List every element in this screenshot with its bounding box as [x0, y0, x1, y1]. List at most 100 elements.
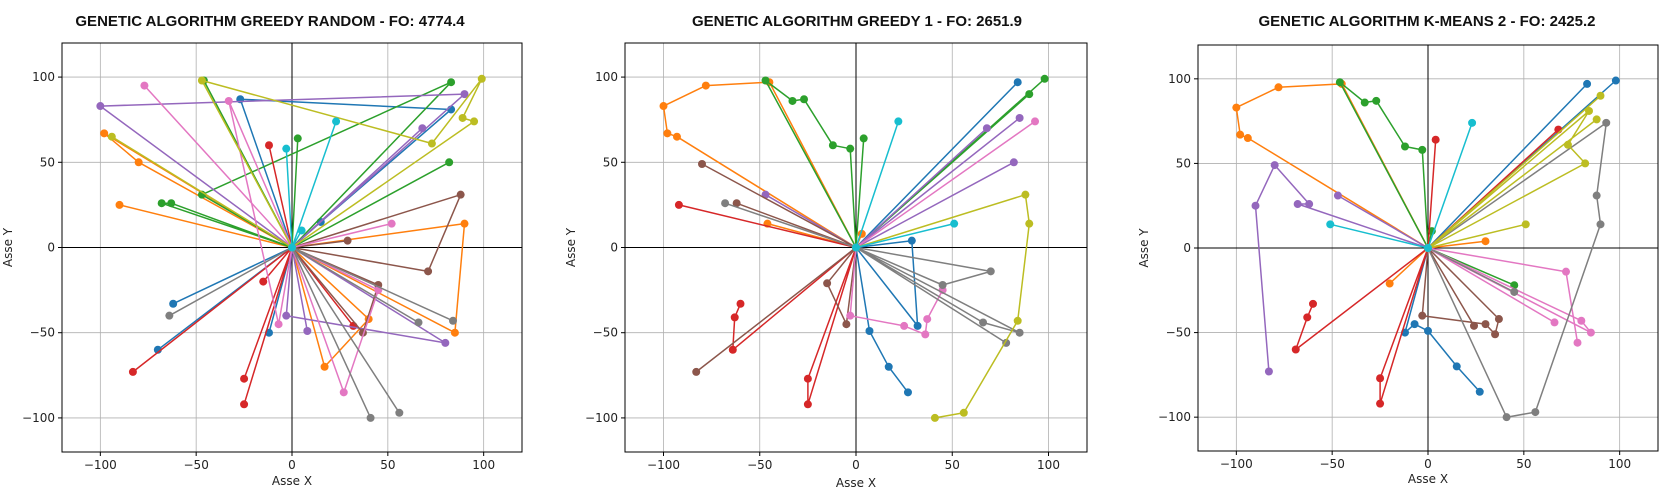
data-point	[1305, 200, 1314, 209]
x-tick-label: 0	[852, 458, 860, 472]
data-point	[672, 132, 681, 141]
y-tick-label: 0	[47, 241, 55, 255]
data-point	[456, 190, 465, 199]
x-tick-label: 50	[1516, 457, 1531, 471]
data-point	[1502, 413, 1511, 422]
data-point	[297, 226, 306, 235]
data-point	[1510, 287, 1519, 296]
data-point	[274, 320, 283, 329]
series-line	[855, 120, 955, 249]
data-point	[692, 367, 701, 376]
series-8	[165, 243, 457, 422]
data-point	[1491, 330, 1500, 339]
chart-panel-1: −100 −50 0 50 100 −100 −50 0 50 100 GENETIC ALGORI…	[1, 13, 523, 488]
data-point	[1531, 408, 1540, 417]
data-point	[167, 199, 176, 208]
data-point	[445, 158, 454, 167]
series-line	[1427, 247, 1592, 343]
data-point	[923, 315, 932, 324]
data-point	[1015, 113, 1024, 122]
data-point	[1401, 142, 1409, 151]
data-point	[1494, 315, 1503, 324]
data-point	[1385, 279, 1394, 288]
series-9	[107, 74, 486, 252]
data-point	[846, 311, 855, 320]
y-axis-label: Asse Y	[1137, 228, 1151, 268]
data-point	[1592, 191, 1601, 200]
data-point	[1563, 140, 1572, 149]
x-tick-label: 100	[1608, 457, 1631, 471]
series-line	[764, 78, 1046, 249]
data-point	[427, 139, 436, 148]
series-4	[1291, 125, 1563, 408]
y-tick-label: 100	[1168, 72, 1191, 86]
data-point	[1236, 130, 1245, 139]
series-7	[1424, 244, 1595, 347]
data-point	[921, 330, 930, 339]
series-line	[1427, 95, 1602, 249]
chart-panel-3: −100 −50 0 50 100 −100 −50 0 50 100 GENETIC ALGORI…	[1137, 13, 1659, 486]
x-tick-label: 100	[1037, 458, 1060, 472]
y-tick-label: −100	[22, 411, 55, 425]
series-line	[695, 163, 857, 373]
data-point	[900, 321, 909, 330]
data-point	[950, 219, 959, 228]
data-point	[1031, 117, 1040, 126]
data-point	[96, 102, 105, 111]
data-point	[803, 374, 812, 383]
data-point	[1333, 191, 1342, 200]
series-line	[1235, 83, 1487, 285]
data-point	[1372, 96, 1381, 105]
series-line	[678, 204, 857, 406]
y-tick-label: 50	[603, 155, 618, 169]
series-1	[1401, 76, 1620, 396]
series-line	[103, 132, 466, 368]
data-point	[1303, 313, 1312, 322]
data-point	[282, 311, 291, 320]
data-point	[1596, 91, 1605, 100]
data-point	[736, 299, 745, 308]
y-tick-label: 50	[1176, 156, 1191, 170]
data-point	[1581, 159, 1590, 168]
data-point	[224, 96, 233, 105]
data-point	[282, 144, 291, 153]
data-point	[859, 134, 868, 143]
series-9	[1424, 91, 1605, 252]
series-10	[1326, 118, 1477, 252]
series-line	[1404, 79, 1617, 393]
data-point	[140, 81, 149, 90]
series-line	[855, 193, 1031, 419]
y-tick-label: −100	[1158, 410, 1191, 424]
data-point	[803, 400, 812, 409]
x-tick-label: 0	[1424, 457, 1432, 471]
x-axis-label: Asse X	[1408, 472, 1448, 486]
data-point	[320, 362, 329, 371]
data-point	[107, 132, 116, 141]
data-point	[1274, 83, 1283, 92]
data-point	[424, 267, 433, 276]
data-point	[1481, 320, 1490, 329]
data-point	[1326, 220, 1335, 229]
data-point	[1550, 318, 1559, 327]
data-point	[1376, 374, 1385, 383]
data-point	[1418, 145, 1427, 154]
data-point	[1611, 76, 1620, 85]
data-point	[1592, 115, 1601, 124]
data-point	[1009, 158, 1018, 167]
data-point	[674, 200, 683, 209]
data-point	[728, 345, 737, 354]
data-point	[1602, 118, 1611, 127]
y-tick-label: −50	[30, 326, 55, 340]
chart-title: GENETIC ALGORITHM GREEDY RANDOM - FO: 47…	[75, 13, 465, 30]
series-10	[852, 117, 959, 252]
y-tick-label: 0	[1183, 241, 1191, 255]
series-line	[1254, 164, 1429, 372]
data-point	[1025, 90, 1034, 99]
data-point	[115, 200, 124, 209]
series-10	[282, 117, 341, 252]
data-point	[366, 413, 375, 422]
data-point	[303, 327, 312, 336]
series-2	[100, 129, 469, 371]
x-tick-label: −100	[1220, 457, 1253, 471]
chart-panel-2: −100 −50 0 50 100 −100 −50 0 50 100 GENETIC ALGORI…	[564, 13, 1088, 490]
